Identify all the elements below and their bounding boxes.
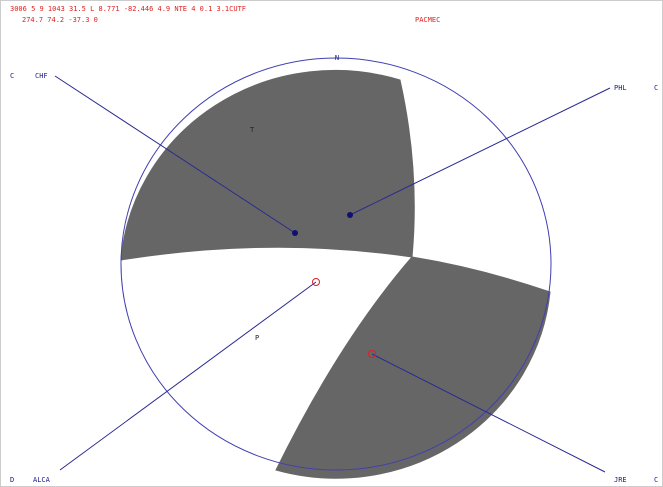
ray	[54, 75, 296, 234]
north-label: N	[335, 54, 339, 62]
dilatation-point	[368, 350, 376, 358]
p-axis-label: P	[255, 334, 259, 342]
focal-sphere	[120, 57, 552, 471]
compression-quadrant	[275, 256, 551, 479]
compression-point	[347, 212, 353, 218]
station-name: CHF	[35, 72, 48, 80]
header-line: 274.7 74.2 -37.3 0	[22, 16, 98, 24]
station-name: ALCA	[33, 476, 51, 484]
ray	[349, 87, 611, 216]
station-name: PHL	[614, 84, 627, 92]
station-polarity: C	[10, 72, 14, 80]
t-axis-label: T	[250, 126, 255, 134]
ray	[59, 281, 317, 471]
station-polarity: C	[654, 476, 658, 484]
ray	[371, 353, 606, 473]
station-polarity: C	[654, 84, 658, 92]
station-polarity: D	[10, 476, 14, 484]
compression-quadrant	[120, 70, 415, 261]
header-tag: PACMEC	[415, 16, 440, 24]
ray-lines	[54, 75, 611, 473]
compression-point	[292, 230, 298, 236]
header-line: 3006 5 9 1043 31.5 L 8.771 -82.446 4.9 N…	[10, 5, 246, 13]
dilatation-point	[312, 278, 320, 286]
station-name: JRE	[614, 476, 627, 484]
